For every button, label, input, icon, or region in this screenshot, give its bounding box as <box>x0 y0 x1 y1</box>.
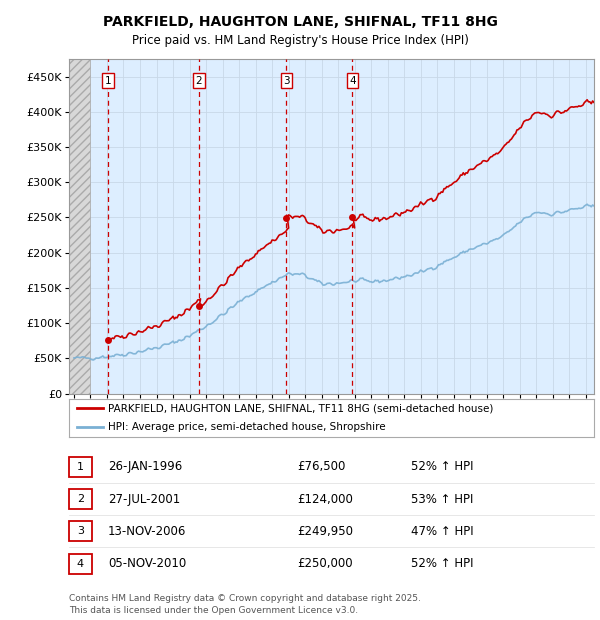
Text: HPI: Average price, semi-detached house, Shropshire: HPI: Average price, semi-detached house,… <box>109 422 386 433</box>
Text: Price paid vs. HM Land Registry's House Price Index (HPI): Price paid vs. HM Land Registry's House … <box>131 34 469 47</box>
Text: 3: 3 <box>283 76 290 86</box>
Text: £250,000: £250,000 <box>297 557 353 570</box>
Text: 1: 1 <box>77 462 84 472</box>
Text: This data is licensed under the Open Government Licence v3.0.: This data is licensed under the Open Gov… <box>69 606 358 615</box>
Text: 2: 2 <box>77 494 84 504</box>
Text: 2: 2 <box>196 76 202 86</box>
Text: PARKFIELD, HAUGHTON LANE, SHIFNAL, TF11 8HG: PARKFIELD, HAUGHTON LANE, SHIFNAL, TF11 … <box>103 16 497 30</box>
Text: 1: 1 <box>105 76 112 86</box>
Text: £249,950: £249,950 <box>297 525 353 538</box>
Text: 27-JUL-2001: 27-JUL-2001 <box>108 493 180 505</box>
Text: £76,500: £76,500 <box>297 461 346 473</box>
Text: 47% ↑ HPI: 47% ↑ HPI <box>411 525 473 538</box>
Text: 4: 4 <box>77 559 84 569</box>
Text: PARKFIELD, HAUGHTON LANE, SHIFNAL, TF11 8HG (semi-detached house): PARKFIELD, HAUGHTON LANE, SHIFNAL, TF11 … <box>109 403 494 414</box>
Text: £124,000: £124,000 <box>297 493 353 505</box>
Bar <box>69 59 91 394</box>
Text: 4: 4 <box>349 76 356 86</box>
Text: Contains HM Land Registry data © Crown copyright and database right 2025.: Contains HM Land Registry data © Crown c… <box>69 593 421 603</box>
Text: 52% ↑ HPI: 52% ↑ HPI <box>411 461 473 473</box>
Text: 26-JAN-1996: 26-JAN-1996 <box>108 461 182 473</box>
Text: 52% ↑ HPI: 52% ↑ HPI <box>411 557 473 570</box>
Text: 3: 3 <box>77 526 84 536</box>
Text: 13-NOV-2006: 13-NOV-2006 <box>108 525 187 538</box>
Text: 05-NOV-2010: 05-NOV-2010 <box>108 557 186 570</box>
Text: 53% ↑ HPI: 53% ↑ HPI <box>411 493 473 505</box>
